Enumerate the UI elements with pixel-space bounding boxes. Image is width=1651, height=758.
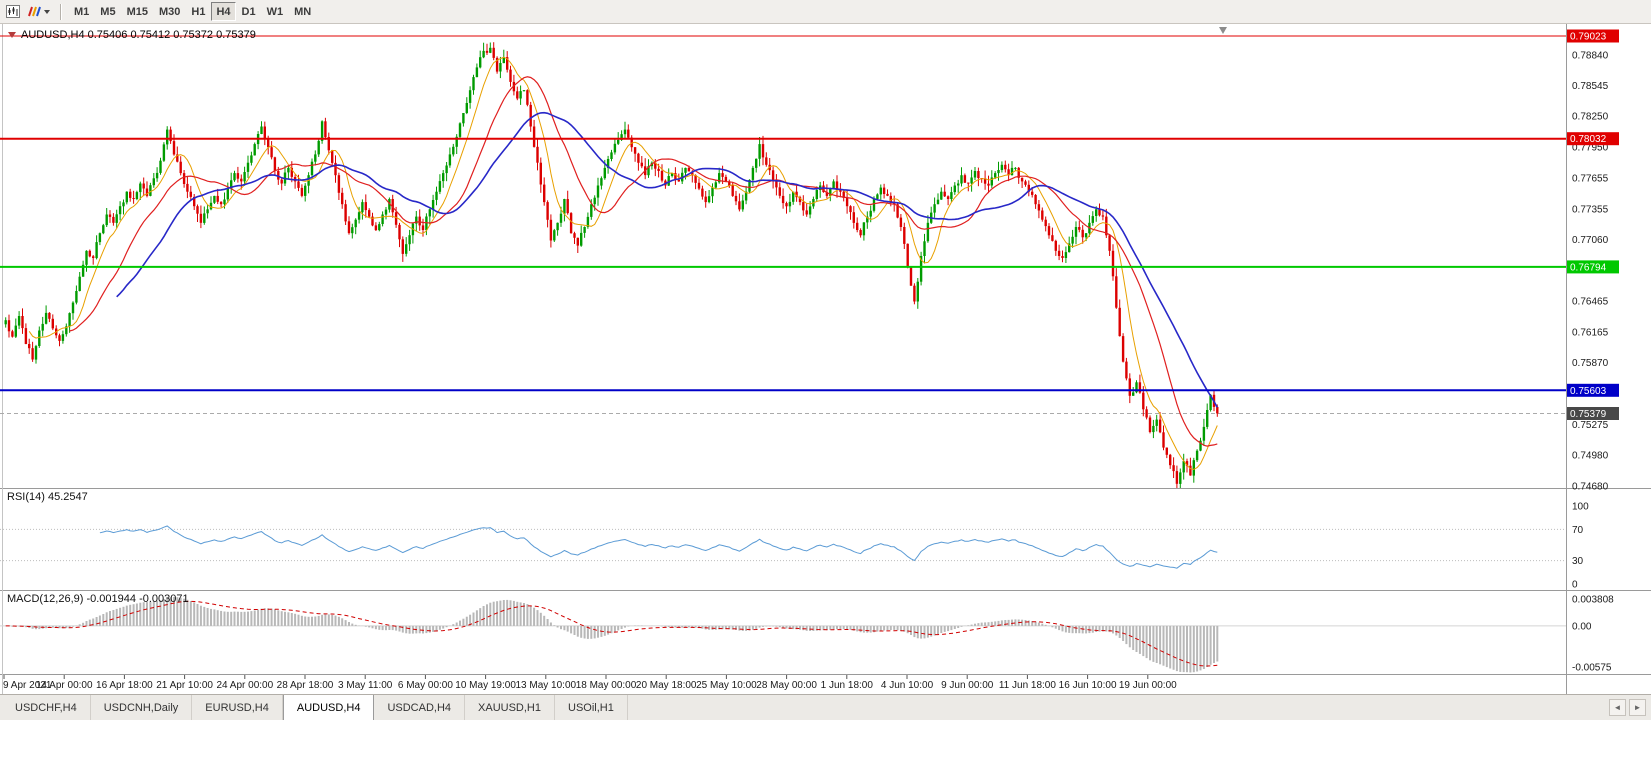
- svg-text:28 May 00:00: 28 May 00:00: [756, 680, 817, 691]
- price-axis[interactable]: 0.78840 0.78545 0.78250 0.77950 0.77655 0.773…: [1567, 29, 1619, 674]
- svg-text:0.74680: 0.74680: [1572, 481, 1609, 492]
- svg-text:0.78840: 0.78840: [1572, 51, 1609, 62]
- chart-colors-button[interactable]: [24, 2, 53, 22]
- tab-scroll-arrows: ◄ ►: [1609, 695, 1651, 720]
- ma-medium-line: [69, 76, 1218, 447]
- svg-text:20 May 18:00: 20 May 18:00: [636, 680, 697, 691]
- svg-text:4 Jun 10:00: 4 Jun 10:00: [881, 680, 934, 691]
- svg-text:0.75870: 0.75870: [1572, 358, 1609, 369]
- chart-tab-usdcad-h4[interactable]: USDCAD,H4: [374, 695, 466, 720]
- timeframe-button-mn[interactable]: MN: [294, 5, 312, 18]
- ma-slow-line: [116, 111, 1218, 408]
- svg-text:28 Apr 18:00: 28 Apr 18:00: [277, 680, 334, 691]
- chart-tab-xauusd-h1[interactable]: XAUUSD,H1: [465, 695, 555, 720]
- svg-text:0.77655: 0.77655: [1572, 173, 1609, 184]
- svg-text:0.78032: 0.78032: [1570, 134, 1607, 145]
- svg-text:0.77060: 0.77060: [1572, 235, 1609, 246]
- timeframe-button-m15[interactable]: M15: [126, 5, 148, 18]
- tabs-scroll-left-button[interactable]: ◄: [1609, 699, 1626, 716]
- chart-title-text: AUDUSD,H4 0.75406 0.75412 0.75372 0.7537…: [21, 29, 256, 41]
- timeframe-button-m1[interactable]: M1: [74, 5, 90, 18]
- svg-text:3 May 11:00: 3 May 11:00: [338, 680, 393, 691]
- svg-text:0.77950: 0.77950: [1572, 143, 1609, 154]
- macd-pane: [0, 597, 1566, 673]
- rsi-line: [99, 525, 1218, 569]
- svg-text:0.00: 0.00: [1572, 621, 1592, 632]
- timeframe-button-d1[interactable]: D1: [241, 5, 256, 18]
- svg-text:16 Apr 18:00: 16 Apr 18:00: [96, 680, 153, 691]
- rsi-indicator-label: RSI(14) 45.2547: [7, 491, 88, 503]
- svg-text:70: 70: [1572, 525, 1584, 536]
- svg-text:0.79023: 0.79023: [1570, 32, 1607, 43]
- svg-text:30: 30: [1572, 556, 1584, 567]
- ma-fast-line: [28, 56, 1218, 470]
- svg-text:0.75379: 0.75379: [1570, 409, 1607, 420]
- macd-signal-line: [5, 600, 1218, 667]
- svg-text:0.003808: 0.003808: [1572, 594, 1614, 605]
- svg-text:24 Apr 00:00: 24 Apr 00:00: [216, 680, 273, 691]
- price-badge-0-76794: 0.76794: [1567, 260, 1619, 274]
- price-badge-0-79023: 0.79023: [1567, 29, 1619, 43]
- tabs-scroll-right-button[interactable]: ►: [1629, 699, 1646, 716]
- macd-indicator-label: MACD(12,26,9) -0.001944 -0.003071: [7, 593, 189, 605]
- svg-text:16 Jun 10:00: 16 Jun 10:00: [1059, 680, 1117, 691]
- bid-price-badge: 0.75379: [1567, 407, 1619, 420]
- svg-text:25 May 10:00: 25 May 10:00: [696, 680, 757, 691]
- price-badge-0-78032: 0.78032: [1567, 132, 1619, 146]
- chart-tab-usdcnh-daily[interactable]: USDCNH,Daily: [91, 695, 193, 720]
- chart-tab-bar: USDCHF,H4 USDCNH,Daily EURUSD,H4 AUDUSD,H4 U…: [0, 694, 1651, 720]
- svg-text:9 Apr 2021: 9 Apr 2021: [3, 680, 52, 691]
- svg-text:13 May 10:00: 13 May 10:00: [515, 680, 576, 691]
- timeframe-button-h4[interactable]: H4: [211, 2, 236, 21]
- timeframe-button-w1[interactable]: W1: [266, 5, 284, 18]
- pane-separators: [0, 24, 1651, 694]
- chart-tabs: USDCHF,H4 USDCNH,Daily EURUSD,H4 AUDUSD,H4 U…: [2, 695, 628, 720]
- svg-text:14 Apr 00:00: 14 Apr 00:00: [36, 680, 93, 691]
- chart-tab-eurusd-h4[interactable]: EURUSD,H4: [192, 695, 283, 720]
- svg-text:100: 100: [1572, 502, 1589, 513]
- svg-text:18 May 00:00: 18 May 00:00: [576, 680, 637, 691]
- svg-text:0: 0: [1572, 580, 1578, 591]
- timeframe-toolbar: M1 M5 M15 M30 H1 H4 D1 W1 MN: [69, 2, 316, 21]
- symbol-marker-icon: [8, 32, 16, 38]
- chart-window-button[interactable]: [3, 2, 23, 22]
- svg-text:10 May 19:00: 10 May 19:00: [455, 680, 516, 691]
- bottom-empty-strip: [0, 720, 1651, 758]
- chart-ohlc-title: AUDUSD,H4 0.75406 0.75412 0.75372 0.7537…: [8, 29, 256, 41]
- svg-text:11 Jun 18:00: 11 Jun 18:00: [999, 680, 1057, 691]
- svg-text:0.76165: 0.76165: [1572, 328, 1609, 339]
- timeframe-button-m5[interactable]: M5: [100, 5, 116, 18]
- svg-text:9 Jun 00:00: 9 Jun 00:00: [941, 680, 994, 691]
- timeframe-button-h1[interactable]: H1: [191, 5, 206, 18]
- dropdown-caret-icon: [44, 9, 50, 14]
- svg-text:-0.00575: -0.00575: [1572, 662, 1612, 673]
- svg-text:0.77355: 0.77355: [1572, 204, 1609, 215]
- chart-colors-icon: [28, 6, 41, 17]
- svg-text:0.78545: 0.78545: [1572, 81, 1609, 92]
- svg-text:0.75603: 0.75603: [1570, 386, 1607, 397]
- svg-text:0.74980: 0.74980: [1572, 450, 1609, 461]
- toolbar-separator: [60, 3, 62, 20]
- top-toolbar: M1 M5 M15 M30 H1 H4 D1 W1 MN: [0, 0, 1651, 24]
- svg-text:0.75275: 0.75275: [1572, 420, 1609, 431]
- chart-window-icon: [6, 5, 20, 18]
- svg-text:0.76465: 0.76465: [1572, 297, 1609, 308]
- candlestick-series: [4, 42, 1219, 488]
- svg-text:0.78250: 0.78250: [1572, 112, 1609, 123]
- rsi-pane: [0, 525, 1566, 569]
- moving-averages: [28, 56, 1218, 470]
- svg-text:21 Apr 10:00: 21 Apr 10:00: [156, 680, 213, 691]
- svg-text:19 Jun 00:00: 19 Jun 00:00: [1119, 680, 1177, 691]
- chart-tab-usdchf-h4[interactable]: USDCHF,H4: [2, 695, 91, 720]
- svg-text:6 May 00:00: 6 May 00:00: [398, 680, 453, 691]
- timeframe-button-m30[interactable]: M30: [158, 5, 181, 18]
- price-badge-0-75603: 0.75603: [1567, 383, 1619, 397]
- chart-shift-marker[interactable]: [1219, 27, 1227, 34]
- chart-tab-usoil-h1[interactable]: USOil,H1: [555, 695, 628, 720]
- chart-tab-audusd-h4[interactable]: AUDUSD,H4: [282, 695, 375, 720]
- svg-text:1 Jun 18:00: 1 Jun 18:00: [821, 680, 874, 691]
- svg-text:0.76794: 0.76794: [1570, 262, 1607, 273]
